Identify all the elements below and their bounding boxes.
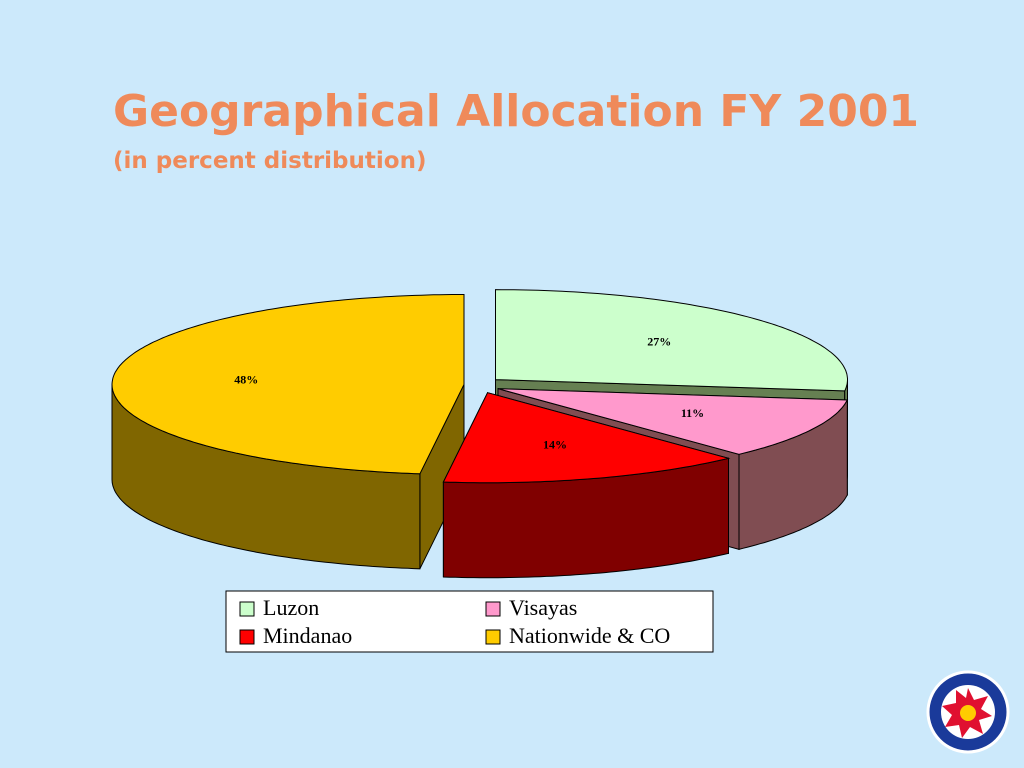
chart-title: Geographical Allocation FY 2001 [113, 86, 919, 137]
value-label: 14% [543, 438, 567, 452]
chart-subtitle: (in percent distribution) [113, 148, 426, 174]
pie-slice [111, 294, 465, 570]
value-label: 11% [681, 406, 704, 420]
legend-label: Visayas [509, 595, 577, 620]
legend-label: Nationwide & CO [509, 623, 670, 648]
legend-label: Mindanao [263, 623, 352, 648]
logo [926, 670, 1010, 754]
slice [111, 294, 465, 475]
slice [442, 392, 731, 484]
legend-swatch [485, 601, 501, 617]
legend-box [225, 590, 714, 653]
pie-slice [442, 392, 731, 579]
slice [497, 388, 849, 455]
legend: Luzon Visayas Mindanao Nationwide & CO [225, 590, 714, 653]
legend-swatch [239, 601, 255, 617]
slice [495, 289, 848, 392]
legend-swatch [239, 629, 255, 645]
legend-label: Luzon [263, 595, 319, 620]
value-label: 48% [234, 373, 258, 387]
legend-swatch [485, 629, 501, 645]
value-label: 27% [647, 334, 671, 348]
